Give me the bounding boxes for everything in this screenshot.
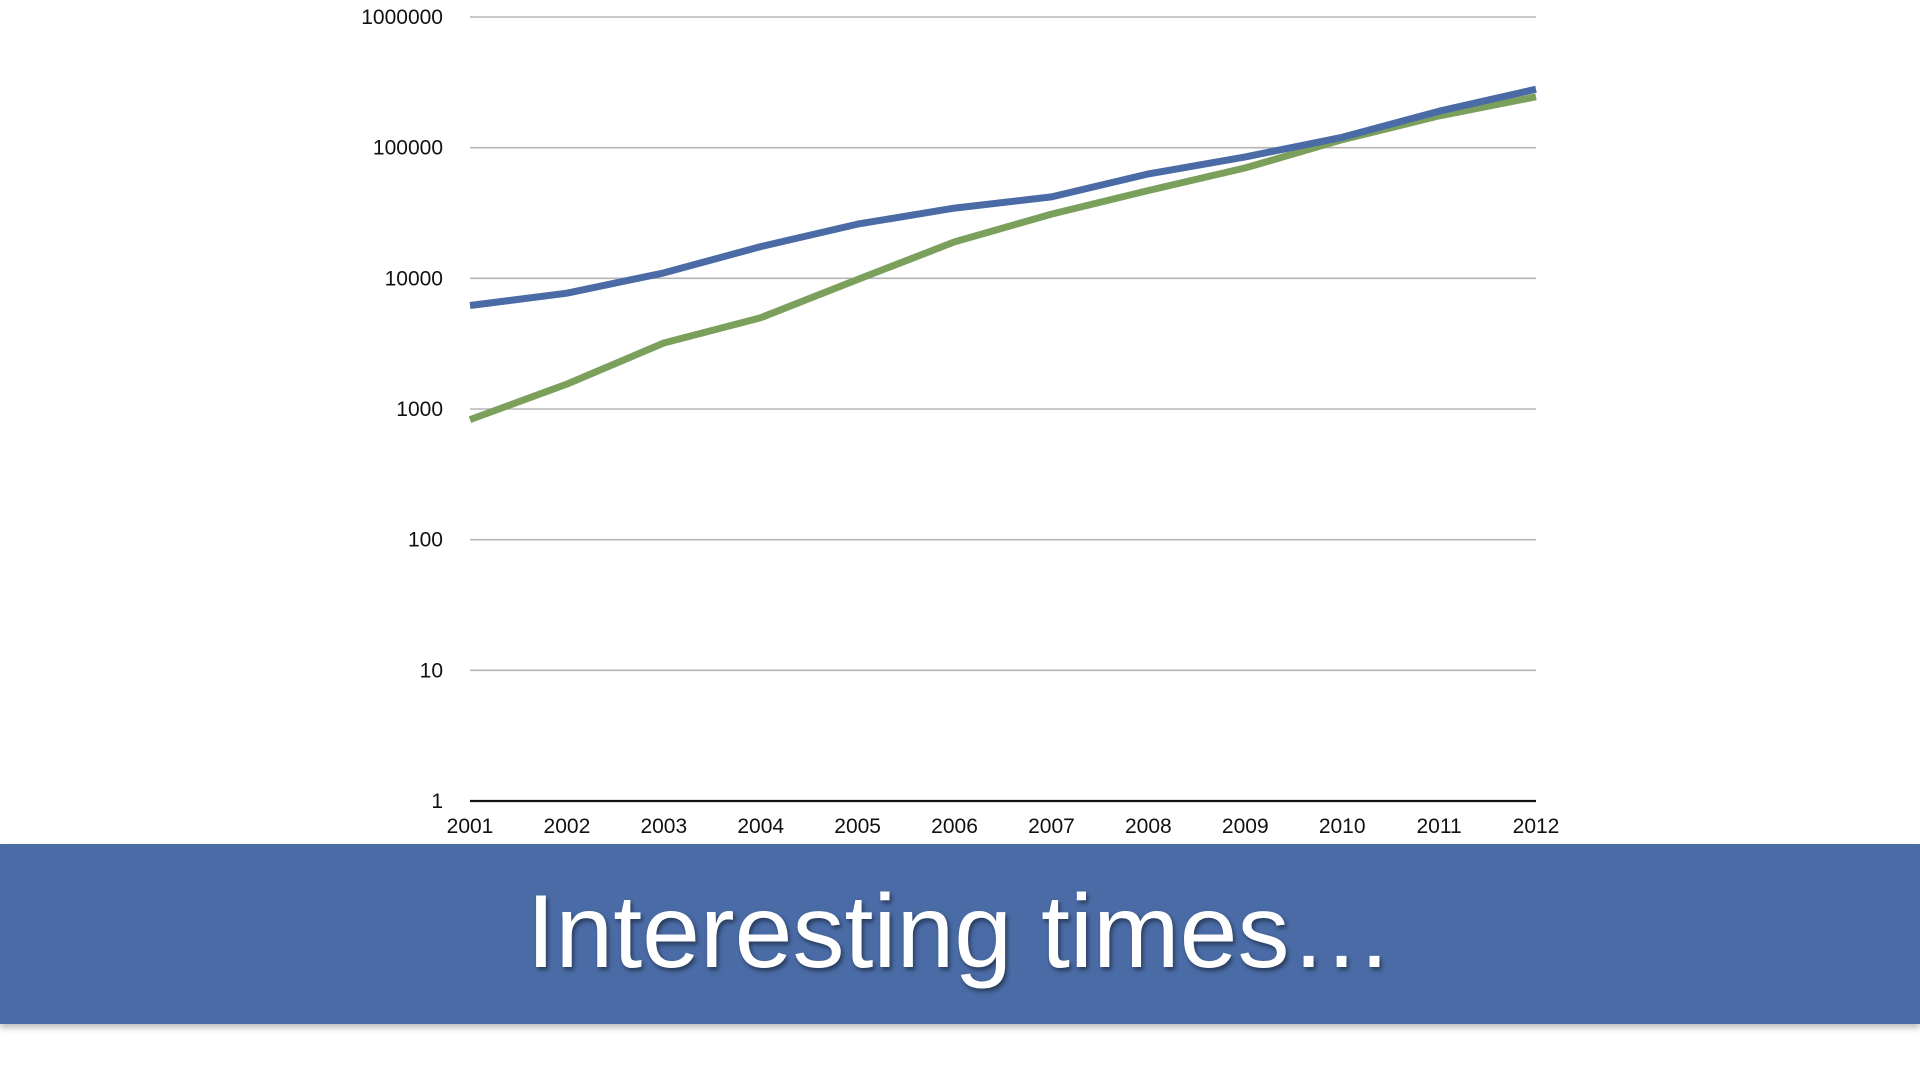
x-tick-label: 2004 (737, 815, 784, 838)
x-tick-label: 2011 (1417, 815, 1462, 838)
slide-title: Interesting times… (526, 873, 1394, 990)
y-tick-label: 1000 (396, 398, 443, 421)
title-banner: Interesting times… (0, 844, 1920, 1024)
x-tick-labels: 2001 2002 2003 2004 2005 2006 2007 2008 2009 2010… (447, 815, 1560, 838)
y-tick-labels: 1000000 100000 10000 1000 100 10 1 (361, 6, 443, 813)
y-tick-label: 100 (408, 529, 443, 552)
x-tick-label: 2009 (1222, 815, 1269, 838)
x-tick-label: 2010 (1319, 815, 1366, 838)
x-tick-label: 2006 (931, 815, 978, 838)
series-lines (468, 85, 1537, 423)
y-tick-label: 1 (431, 790, 443, 813)
x-tick-label: 2002 (544, 815, 591, 838)
series-line (468, 93, 1537, 423)
x-tick-label: 2008 (1125, 815, 1172, 838)
x-tick-label: 2012 (1513, 815, 1560, 838)
x-tick-label: 2007 (1028, 815, 1075, 838)
y-tick-label: 100000 (373, 137, 443, 160)
x-tick-label: 2001 (447, 815, 494, 838)
x-tick-label: 2005 (834, 815, 881, 838)
y-tick-label: 10 (420, 659, 443, 682)
x-tick-label: 2003 (640, 815, 687, 838)
series-line (469, 85, 1537, 309)
y-tick-label: 1000000 (361, 6, 443, 29)
gridlines (470, 16, 1536, 672)
y-tick-label: 10000 (385, 267, 443, 290)
